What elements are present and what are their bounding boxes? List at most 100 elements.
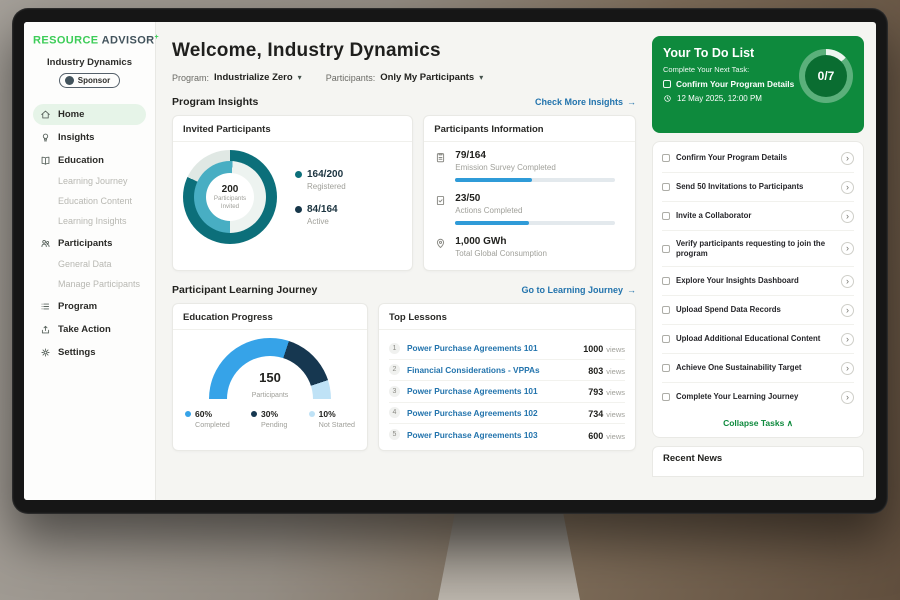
checkbox[interactable] (662, 154, 670, 162)
checkbox[interactable] (663, 80, 671, 88)
task-row-complete-learning-journey[interactable]: Complete Your Learning Journey › (662, 383, 854, 411)
todo-next-task[interactable]: Confirm Your Program Details (663, 79, 853, 89)
sidebar-item-insights[interactable]: Insights (33, 127, 146, 148)
lesson-link[interactable]: Financial Considerations - VPPAs (407, 364, 540, 375)
progress-fill (455, 178, 533, 182)
task-row-achieve-target[interactable]: Achieve One Sustainability Target › (662, 354, 854, 384)
lesson-views: 734 views (588, 404, 625, 422)
sidebar-item-participants[interactable]: Participants (33, 233, 146, 254)
sidebar-item-program[interactable]: Program (33, 296, 146, 317)
checkbox[interactable] (662, 244, 670, 253)
check-more-insights-link[interactable]: Check More Insights → (535, 97, 636, 107)
filter-bar: Program: Industrialize Zero ▾ Participan… (172, 72, 636, 83)
sidebar-item-label: Take Action (58, 323, 111, 335)
sidebar-item-settings[interactable]: Settings (33, 342, 146, 363)
chevron-right-icon[interactable]: › (841, 209, 854, 223)
task-row-explore-insights[interactable]: Explore Your Insights Dashboard › (662, 267, 854, 297)
checkbox[interactable] (662, 335, 670, 344)
legend-item-completed: 60% Completed (185, 409, 230, 429)
participants-filter-dropdown[interactable]: Participants: Only My Participants ▾ (326, 72, 484, 83)
sidebar-item-label: Home (58, 108, 85, 120)
sidebar: RESOURCE ADVISOR+ Industry Dynamics Spon… (24, 22, 159, 500)
checkbox[interactable] (662, 364, 670, 373)
chevron-right-icon[interactable]: › (841, 274, 854, 288)
task-row-upload-educational-content[interactable]: Upload Additional Educational Content › (662, 325, 854, 355)
checkbox[interactable] (662, 393, 670, 402)
checkbox[interactable] (662, 212, 670, 220)
people-icon (41, 239, 50, 247)
donut-center-label: Participants Invited (213, 195, 247, 210)
checkbox[interactable] (662, 183, 670, 191)
task-row-verify-participants[interactable]: Verify participants requesting to join t… (662, 231, 854, 268)
recent-news-card: Recent News (652, 446, 864, 478)
views-count: 734 (588, 408, 604, 419)
learning-journey-header: Participant Learning Journey Go to Learn… (172, 284, 636, 296)
lesson-row: 4 Power Purchase Agreements 102 734 views (389, 403, 625, 424)
info-row-survey: 79/164 Emission Survey Completed (434, 150, 625, 182)
todo-title: Your To Do List (663, 46, 755, 60)
education-progress-card: Education Progress 150 Participants 60% C… (172, 303, 368, 451)
progress-text: 0/7 (817, 69, 835, 83)
gear-icon (41, 348, 50, 357)
sidebar-item-education[interactable]: Education (33, 150, 146, 171)
lesson-row: 3 Power Purchase Agreements 101 793 views (389, 381, 625, 403)
legend-value: 164/200 (307, 168, 344, 180)
link-label: Check More Insights (534, 97, 623, 107)
task-row-invite-collaborator[interactable]: Invite a Collaborator › (662, 202, 854, 231)
sponsor-badge[interactable]: Sponsor (58, 72, 121, 88)
sidebar-item-take-action[interactable]: Take Action (33, 319, 146, 340)
todo-due: 12 May 2025, 12:00 PM (663, 94, 853, 103)
info-value: 79/164 (455, 150, 486, 161)
task-label: Confirm Your Program Details (676, 152, 788, 162)
invited-participants-card: Invited Participants 200 Participants In… (172, 115, 414, 271)
chevron-right-icon[interactable]: › (841, 361, 854, 375)
program-filter-dropdown[interactable]: Program: Industrialize Zero ▾ (172, 72, 302, 83)
lesson-link[interactable]: Power Purchase Agreements 103 (407, 429, 538, 440)
section-title: Program Insights (172, 96, 259, 108)
chevron-right-icon[interactable]: › (841, 242, 854, 256)
donut-center: 200 Participants Invited (206, 173, 254, 221)
check-document-icon (437, 195, 445, 206)
checkbox[interactable] (662, 277, 670, 286)
chevron-right-icon[interactable]: › (841, 180, 854, 194)
sidebar-item-label: Education (58, 154, 104, 166)
next-task-label: Confirm Your Program Details (676, 79, 795, 89)
lesson-rank: 2 (389, 364, 400, 376)
lesson-link[interactable]: Power Purchase Agreements 101 (407, 386, 538, 397)
checkbox[interactable] (662, 306, 670, 315)
app-window: RESOURCE ADVISOR+ Industry Dynamics Spon… (24, 22, 876, 500)
sidebar-item-learning-journey[interactable]: Learning Journey (33, 171, 146, 191)
chevron-right-icon[interactable]: › (841, 151, 854, 165)
progress-fill (455, 221, 529, 225)
sidebar-item-home[interactable]: Home (33, 103, 146, 125)
education-gauge-chart: 150 Participants (209, 338, 331, 400)
collapse-caret-icon: ∧ (786, 418, 793, 429)
lesson-views: 600 views (588, 426, 625, 444)
chevron-right-icon[interactable]: › (841, 332, 854, 346)
todo-progress-count: 0/7 (805, 55, 847, 97)
top-lessons-card: Top Lessons 1 Power Purchase Agreements … (378, 303, 636, 451)
arrow-right-icon: → (627, 97, 636, 107)
sidebar-item-manage-participants[interactable]: Manage Participants (33, 274, 146, 294)
lesson-link[interactable]: Power Purchase Agreements 101 (407, 343, 538, 354)
chevron-right-icon[interactable]: › (841, 390, 854, 404)
go-to-learning-journey-link[interactable]: Go to Learning Journey → (521, 285, 636, 295)
task-row-send-invitations[interactable]: Send 50 Invitations to Participants › (662, 173, 854, 202)
sidebar-item-label: Learning Journey (58, 175, 128, 186)
todo-task-list: Confirm Your Program Details › Send 50 I… (652, 141, 864, 439)
legend-label: Active (307, 216, 329, 226)
logo-primary: RESOURCE (33, 34, 99, 47)
program-insights-header: Program Insights Check More Insights → (172, 96, 636, 108)
views-suffix: views (606, 388, 625, 398)
sidebar-item-education-content[interactable]: Education Content (33, 191, 146, 211)
participants-filter-value: Only My Participants (380, 72, 475, 83)
task-row-upload-spend-data[interactable]: Upload Spend Data Records › (662, 296, 854, 326)
sidebar-item-learning-insights[interactable]: Learning Insights (33, 211, 146, 231)
sidebar-item-general-data[interactable]: General Data (33, 254, 146, 274)
views-count: 600 (588, 430, 604, 441)
collapse-tasks-button[interactable]: Collapse Tasks ∧ (662, 411, 854, 435)
clipboard-icon (437, 153, 445, 163)
task-row-confirm-details[interactable]: Confirm Your Program Details › (662, 144, 854, 173)
chevron-right-icon[interactable]: › (841, 303, 854, 317)
lesson-link[interactable]: Power Purchase Agreements 102 (407, 407, 538, 418)
